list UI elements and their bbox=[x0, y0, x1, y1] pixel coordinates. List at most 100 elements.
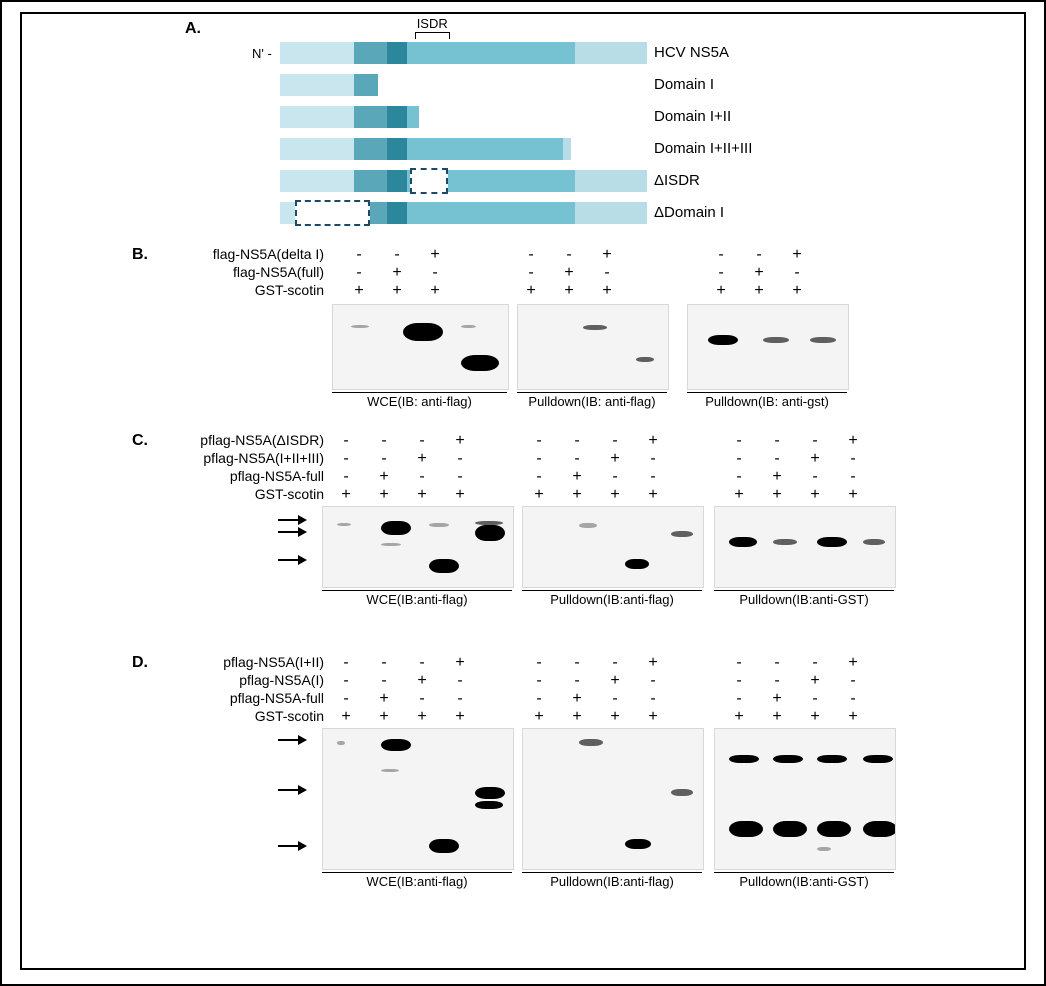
condition-value: - bbox=[520, 468, 558, 486]
condition-value: - bbox=[416, 264, 454, 282]
condition-value: - bbox=[758, 672, 796, 690]
condition-value: + bbox=[365, 468, 403, 486]
domain-segment bbox=[354, 106, 387, 128]
arrow-icon bbox=[278, 735, 310, 745]
band bbox=[773, 821, 807, 837]
blot-underline bbox=[714, 590, 894, 591]
condition-value: + bbox=[796, 672, 834, 690]
condition-value: - bbox=[512, 246, 550, 264]
band bbox=[863, 539, 885, 545]
condition-value: + bbox=[834, 432, 872, 450]
domain-segment bbox=[407, 202, 575, 224]
condition-label: GST-scotin bbox=[255, 282, 324, 298]
band bbox=[625, 839, 651, 849]
band bbox=[763, 337, 789, 343]
condition-value: + bbox=[634, 432, 672, 450]
condition-value: - bbox=[520, 432, 558, 450]
domain-segment bbox=[280, 138, 354, 160]
construct-label: Domain I+II+III bbox=[654, 140, 752, 157]
domain-segment bbox=[575, 170, 647, 192]
domain-segment bbox=[354, 170, 387, 192]
blot-strip bbox=[714, 728, 896, 870]
condition-value: + bbox=[441, 432, 479, 450]
condition-value: - bbox=[634, 450, 672, 468]
construct-label: ΔISDR bbox=[654, 172, 700, 189]
domain-segment bbox=[354, 42, 387, 64]
domain-segment bbox=[563, 138, 571, 160]
blot-strip bbox=[687, 304, 849, 390]
condition-value: + bbox=[441, 654, 479, 672]
blot-underline bbox=[522, 872, 702, 873]
blot-label: Pulldown(IB: anti-flag) bbox=[517, 394, 667, 409]
condition-label: pflag-NS5A(I) bbox=[239, 672, 324, 688]
condition-value: - bbox=[758, 450, 796, 468]
band bbox=[817, 821, 851, 837]
condition-value: - bbox=[520, 654, 558, 672]
condition-value: - bbox=[403, 654, 441, 672]
condition-label: GST-scotin bbox=[255, 486, 324, 502]
condition-value: - bbox=[340, 246, 378, 264]
condition-value: + bbox=[550, 282, 588, 300]
condition-value: + bbox=[796, 450, 834, 468]
condition-label: pflag-NS5A-full bbox=[230, 468, 324, 484]
domain-segment bbox=[407, 106, 419, 128]
domain-segment bbox=[575, 42, 647, 64]
condition-label: GST-scotin bbox=[255, 708, 324, 724]
n-terminal-label: N' - bbox=[252, 46, 272, 61]
condition-value: - bbox=[365, 450, 403, 468]
domain-segment bbox=[407, 42, 575, 64]
condition-value: - bbox=[634, 690, 672, 708]
domain-segment bbox=[387, 202, 408, 224]
band bbox=[381, 521, 411, 535]
band bbox=[475, 801, 503, 809]
condition-value: + bbox=[778, 246, 816, 264]
condition-value: - bbox=[403, 468, 441, 486]
blot-strip bbox=[332, 304, 509, 390]
condition-value: + bbox=[720, 708, 758, 726]
band bbox=[579, 523, 597, 528]
blot-underline bbox=[714, 872, 894, 873]
condition-value: + bbox=[778, 282, 816, 300]
band bbox=[708, 335, 738, 345]
domain-segment bbox=[280, 170, 354, 192]
band bbox=[475, 525, 505, 541]
domain-segment bbox=[575, 202, 647, 224]
condition-value: + bbox=[596, 708, 634, 726]
domain-segment bbox=[280, 74, 354, 96]
band bbox=[817, 755, 847, 763]
band bbox=[729, 537, 757, 547]
condition-value: + bbox=[758, 468, 796, 486]
band bbox=[817, 847, 831, 851]
condition-value: + bbox=[558, 486, 596, 504]
band bbox=[461, 355, 499, 371]
blot-strip bbox=[522, 728, 704, 870]
condition-value: + bbox=[416, 282, 454, 300]
condition-value: - bbox=[441, 690, 479, 708]
construct-label: ΔDomain I bbox=[654, 204, 724, 221]
band bbox=[429, 839, 459, 853]
blot-label: Pulldown(IB:anti-flag) bbox=[522, 592, 702, 607]
condition-value: + bbox=[558, 708, 596, 726]
condition-value: - bbox=[558, 432, 596, 450]
condition-value: - bbox=[365, 672, 403, 690]
blot-label: Pulldown(IB:anti-GST) bbox=[714, 874, 894, 889]
condition-value: + bbox=[758, 690, 796, 708]
domain-segment bbox=[387, 138, 408, 160]
condition-value: - bbox=[512, 264, 550, 282]
condition-row: pflag-NS5A(I+II)---+---+---+ bbox=[22, 654, 1024, 672]
condition-label: pflag-NS5A(I+II+III) bbox=[203, 450, 324, 466]
construct-label: Domain I bbox=[654, 76, 714, 93]
condition-value: + bbox=[796, 708, 834, 726]
condition-value: - bbox=[634, 468, 672, 486]
condition-value: - bbox=[588, 264, 626, 282]
condition-value: - bbox=[558, 672, 596, 690]
panel-a: A.N' -ISDRHCV NS5ADomain IDomain I+IIDom… bbox=[22, 14, 1024, 244]
condition-value: - bbox=[327, 450, 365, 468]
condition-value: - bbox=[834, 450, 872, 468]
condition-value: + bbox=[520, 486, 558, 504]
condition-value: - bbox=[796, 432, 834, 450]
condition-value: + bbox=[403, 708, 441, 726]
band bbox=[403, 323, 443, 341]
figure-canvas: A.N' -ISDRHCV NS5ADomain IDomain I+IIDom… bbox=[20, 12, 1026, 970]
domain-segment bbox=[387, 42, 408, 64]
